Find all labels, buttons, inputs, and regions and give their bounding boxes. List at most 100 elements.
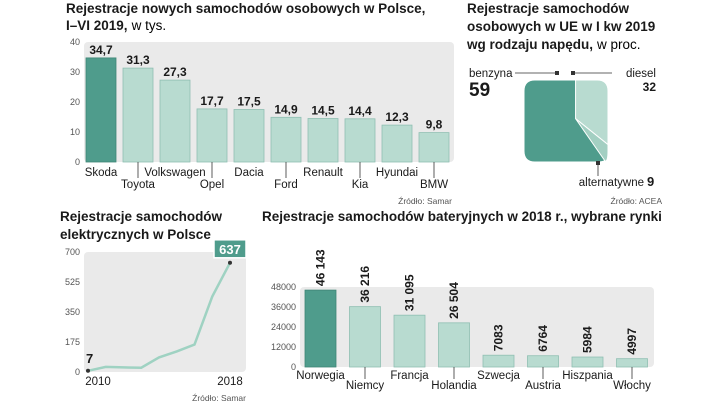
slice-name-diesel: diesel: [626, 68, 656, 80]
fuel-chart-source: Źródło: ACEA: [611, 196, 663, 206]
pie-slice-diesel: [575, 79, 609, 146]
ev-last-value-label: 637: [219, 242, 241, 257]
category-label: Norwegia: [296, 370, 345, 382]
y-tick-label: 48000: [271, 282, 296, 292]
category-label: Austria: [525, 380, 561, 392]
brand-chart-bars: 34,7 Skoda 31,3 Toyota 27,3 Volkswagen 17,7 Ope…: [85, 43, 450, 191]
category-label: Opel: [200, 179, 224, 191]
bar-value-label: 17,5: [237, 95, 261, 109]
brand-chart-unit: w tys.: [131, 18, 167, 33]
bar: [616, 358, 648, 368]
y-tick-label: 36000: [271, 302, 296, 312]
category-label: Hyundai: [376, 167, 418, 179]
bar: [122, 67, 154, 163]
marker-diesel: [571, 71, 575, 75]
category-label: Toyota: [121, 179, 155, 191]
bar: [418, 132, 450, 163]
slice-value-diesel: 32: [643, 80, 657, 94]
marker-alternatywne: [596, 161, 600, 165]
y-tick-label: 40: [70, 37, 80, 47]
bar: [270, 116, 302, 163]
bev-chart-panel: [300, 287, 654, 367]
ev-chart-title-line1: Rejestracje samochodów: [60, 209, 223, 224]
category-label: Dacia: [234, 167, 264, 179]
fuel-chart-title-line3: wg rodzaju napędu,: [466, 37, 593, 52]
y-tick-label: 10: [70, 127, 80, 137]
ev-chart-line: 7 637 2010 2018: [85, 239, 247, 388]
marker-benzyna: [555, 71, 559, 75]
y-tick-label: 700: [65, 247, 80, 257]
bar-value-label: 14,4: [348, 104, 372, 118]
bar-value-label: 14,9: [274, 102, 298, 116]
ev-registrations-chart: Rejestracje samochodów elektrycznych w P…: [60, 209, 247, 403]
bar: [571, 356, 604, 368]
bar: [196, 108, 228, 163]
bar: [85, 57, 117, 163]
brand-chart-title-period: I–VI 2019,: [66, 18, 128, 33]
bar: [438, 322, 470, 368]
ev-point: [228, 260, 232, 265]
bar-value-label: 12,3: [385, 110, 409, 124]
fuel-chart-title-line3-group: wg rodzaju napędu, w proc.: [466, 37, 641, 52]
ev-last-value-box: [213, 239, 247, 259]
category-label: Szwecja: [477, 370, 520, 382]
bev-chart-title: Rejestracje samochodów bateryjnych w 201…: [262, 209, 662, 224]
category-label: Skoda: [85, 167, 118, 179]
bar-value-label: 9,8: [426, 118, 443, 132]
ev-chart-title-line2: elektrycznych w Polsce: [60, 227, 211, 242]
brand-chart-y-axis: 0 10 20 30 40: [70, 37, 80, 167]
slice-value-benzyna: 59: [469, 80, 490, 101]
category-label: Francja: [390, 370, 429, 382]
bar-value-label: 27,3: [163, 65, 187, 79]
category-label: Holandia: [431, 380, 477, 392]
y-tick-label: 0: [75, 367, 80, 377]
category-label: Volkswagen: [144, 167, 205, 179]
bar-value-label: 31 095: [403, 274, 417, 311]
bar: [527, 355, 559, 368]
fuel-type-chart: Rejestracje samochodów osobowych w UE w …: [466, 1, 662, 206]
category-label: Ford: [274, 179, 298, 191]
brand-registrations-chart: Rejestracje nowych samochodów osobowych …: [66, 1, 454, 206]
bar-value-label: 17,7: [200, 94, 224, 108]
fuel-chart-title-line1: Rejestracje samochodów: [467, 1, 630, 16]
brand-chart-title: Rejestracje nowych samochodów osobowych …: [66, 1, 425, 16]
bar-value-label: 14,5: [311, 104, 335, 118]
pie-slice-benzyna: [523, 79, 607, 163]
y-tick-label: 525: [65, 277, 80, 287]
ev-chart-source: Źródło: Samar: [192, 393, 246, 403]
bar: [349, 306, 381, 368]
category-label: Włochy: [613, 380, 651, 392]
fuel-chart-unit: w proc.: [596, 37, 641, 52]
y-tick-label: 12000: [271, 342, 296, 352]
ev-first-value-label: 7: [86, 351, 93, 366]
bar-value-label: 46 143: [314, 249, 328, 286]
bar: [344, 118, 376, 163]
brand-chart-source: Źródło: Samar: [398, 196, 452, 206]
bar-value-label: 31,3: [126, 53, 150, 67]
bar: [307, 118, 339, 163]
slice-value-alternatywne: 9: [647, 174, 654, 189]
category-label: Niemcy: [346, 380, 385, 392]
category-label: Hiszpania: [562, 370, 613, 382]
bev-chart-bars: 46 143 Norwegia 36 216 Niemcy 31 095 Francja 2…: [296, 249, 651, 392]
slice-name-alternatywne: alternatywne: [579, 177, 644, 189]
bar-value-label: 36 216: [358, 266, 372, 303]
bar: [304, 289, 337, 368]
ev-chart-panel: [84, 252, 246, 372]
bar-value-label: 6764: [536, 325, 550, 352]
slice-name-benzyna: benzyna: [469, 68, 513, 80]
y-tick-label: 175: [65, 337, 80, 347]
bar-value-label: 26 504: [447, 282, 461, 319]
bar: [482, 354, 515, 368]
bar: [159, 79, 191, 163]
category-label: BMW: [420, 179, 448, 191]
ev-chart-y-axis: 0 175 350 525 700: [65, 247, 80, 377]
bar-value-label: 7083: [492, 324, 506, 351]
y-tick-label: 0: [75, 157, 80, 167]
y-tick-label: 20: [70, 97, 80, 107]
bar: [393, 314, 426, 368]
category-label: Renault: [303, 167, 343, 179]
bar-value-label: 4997: [625, 328, 639, 355]
